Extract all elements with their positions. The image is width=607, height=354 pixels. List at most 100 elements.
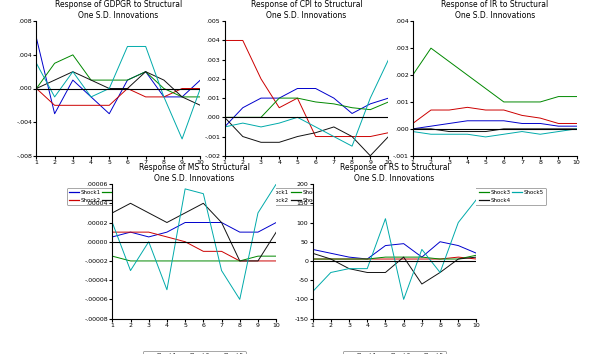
Shock2: [418, 257, 426, 261]
Shock2: [160, 95, 168, 99]
Shock1: [455, 244, 462, 248]
Shock5: [109, 221, 116, 225]
Shock5: [257, 125, 265, 129]
Shock4: [409, 127, 416, 131]
Title: Response of CPI to Structural
One S.D. Innovations: Response of CPI to Structural One S.D. I…: [251, 0, 362, 21]
Shock2: [33, 86, 40, 91]
Shock1: [418, 255, 426, 259]
Shock2: [400, 257, 407, 261]
Line: Shock2: Shock2: [112, 232, 276, 261]
Shock3: [276, 96, 283, 100]
Line: Shock3: Shock3: [313, 255, 476, 259]
Line: Shock4: Shock4: [112, 203, 276, 261]
Line: Shock5: Shock5: [36, 46, 200, 139]
Shock2: [348, 135, 356, 139]
Shock4: [236, 259, 243, 263]
Line: Shock5: Shock5: [112, 184, 276, 299]
Shock5: [436, 270, 444, 275]
Line: Shock5: Shock5: [313, 199, 476, 299]
Shock2: [142, 95, 149, 99]
Shock4: [145, 211, 152, 215]
Shock5: [33, 61, 40, 65]
Shock5: [518, 130, 526, 134]
Shock2: [364, 257, 371, 261]
Shock2: [573, 121, 580, 126]
Shock5: [124, 44, 131, 48]
Shock3: [418, 255, 426, 259]
Shock3: [436, 257, 444, 261]
Line: Shock2: Shock2: [225, 40, 388, 137]
Shock4: [400, 255, 407, 259]
Shock4: [436, 270, 444, 275]
Shock5: [537, 132, 544, 136]
Shock4: [537, 127, 544, 131]
Shock1: [197, 78, 204, 82]
Shock1: [109, 235, 116, 239]
Shock3: [427, 46, 435, 50]
Shock5: [197, 86, 204, 91]
Shock5: [500, 132, 507, 136]
Line: Shock2: Shock2: [313, 257, 476, 259]
Shock3: [178, 95, 186, 99]
Shock1: [364, 257, 371, 261]
Shock2: [330, 135, 337, 139]
Shock1: [518, 121, 526, 126]
Shock2: [312, 135, 319, 139]
Shock1: [312, 86, 319, 91]
Shock1: [309, 247, 316, 252]
Shock4: [127, 201, 134, 205]
Line: Shock3: Shock3: [112, 256, 276, 261]
Shock3: [345, 257, 353, 261]
Shock2: [276, 105, 283, 110]
Shock5: [236, 297, 243, 302]
Shock5: [254, 211, 262, 215]
Shock4: [33, 86, 40, 91]
Shock5: [163, 288, 171, 292]
Shock1: [555, 124, 562, 128]
Shock2: [236, 259, 243, 263]
Shock3: [446, 59, 453, 64]
Shock5: [364, 267, 371, 271]
Shock5: [348, 144, 356, 148]
Shock3: [197, 95, 204, 99]
Shock2: [239, 38, 246, 42]
Shock5: [181, 187, 189, 191]
Shock1: [436, 240, 444, 244]
Shock5: [327, 270, 334, 275]
Shock5: [464, 132, 471, 136]
Shock4: [87, 78, 95, 82]
Shock1: [573, 124, 580, 128]
Shock1: [200, 221, 207, 225]
Shock1: [473, 251, 480, 255]
Line: Shock1: Shock1: [112, 223, 276, 237]
Shock3: [145, 259, 152, 263]
Shock1: [163, 230, 171, 234]
Shock4: [348, 135, 356, 139]
Shock5: [555, 130, 562, 134]
Shock4: [385, 135, 392, 139]
Title: Response of IR to Structural
One S.D. Innovations: Response of IR to Structural One S.D. In…: [441, 0, 548, 21]
Shock3: [382, 255, 389, 259]
Shock1: [142, 69, 149, 74]
Shock5: [409, 130, 416, 134]
Shock4: [69, 69, 76, 74]
Shock3: [51, 61, 58, 65]
Shock4: [257, 140, 265, 144]
Shock1: [236, 230, 243, 234]
Shock1: [385, 96, 392, 100]
Shock5: [221, 125, 228, 129]
Shock2: [555, 121, 562, 126]
Shock2: [218, 249, 225, 253]
Shock2: [51, 103, 58, 108]
Shock5: [218, 268, 225, 273]
Shock1: [382, 244, 389, 248]
Shock1: [427, 124, 435, 128]
Shock5: [312, 125, 319, 129]
Shock1: [51, 112, 58, 116]
Shock1: [178, 95, 186, 99]
Shock2: [427, 108, 435, 112]
Shock5: [145, 240, 152, 244]
Shock4: [142, 69, 149, 74]
Shock3: [455, 257, 462, 261]
Shock3: [124, 78, 131, 82]
